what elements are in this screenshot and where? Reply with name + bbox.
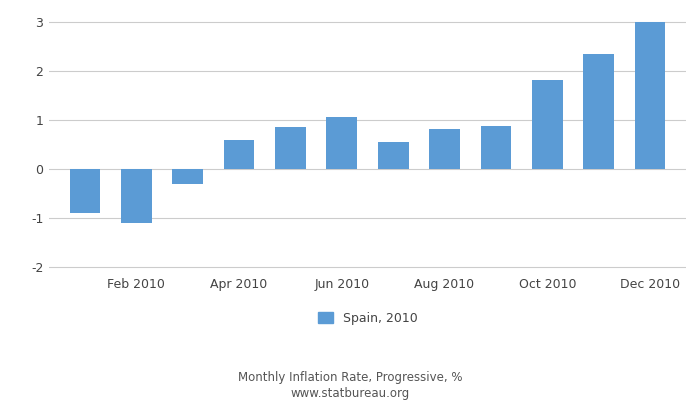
Bar — [378, 142, 409, 169]
Bar — [326, 118, 357, 169]
Bar — [172, 169, 203, 184]
Bar — [69, 169, 100, 213]
Text: www.statbureau.org: www.statbureau.org — [290, 388, 410, 400]
Bar — [429, 129, 460, 169]
Bar — [635, 22, 666, 169]
Legend: Spain, 2010: Spain, 2010 — [318, 312, 417, 325]
Bar — [121, 169, 152, 223]
Text: Monthly Inflation Rate, Progressive, %: Monthly Inflation Rate, Progressive, % — [238, 372, 462, 384]
Bar — [583, 54, 614, 169]
Bar — [532, 80, 563, 169]
Bar — [275, 127, 306, 169]
Bar — [224, 140, 255, 169]
Bar — [480, 126, 511, 169]
